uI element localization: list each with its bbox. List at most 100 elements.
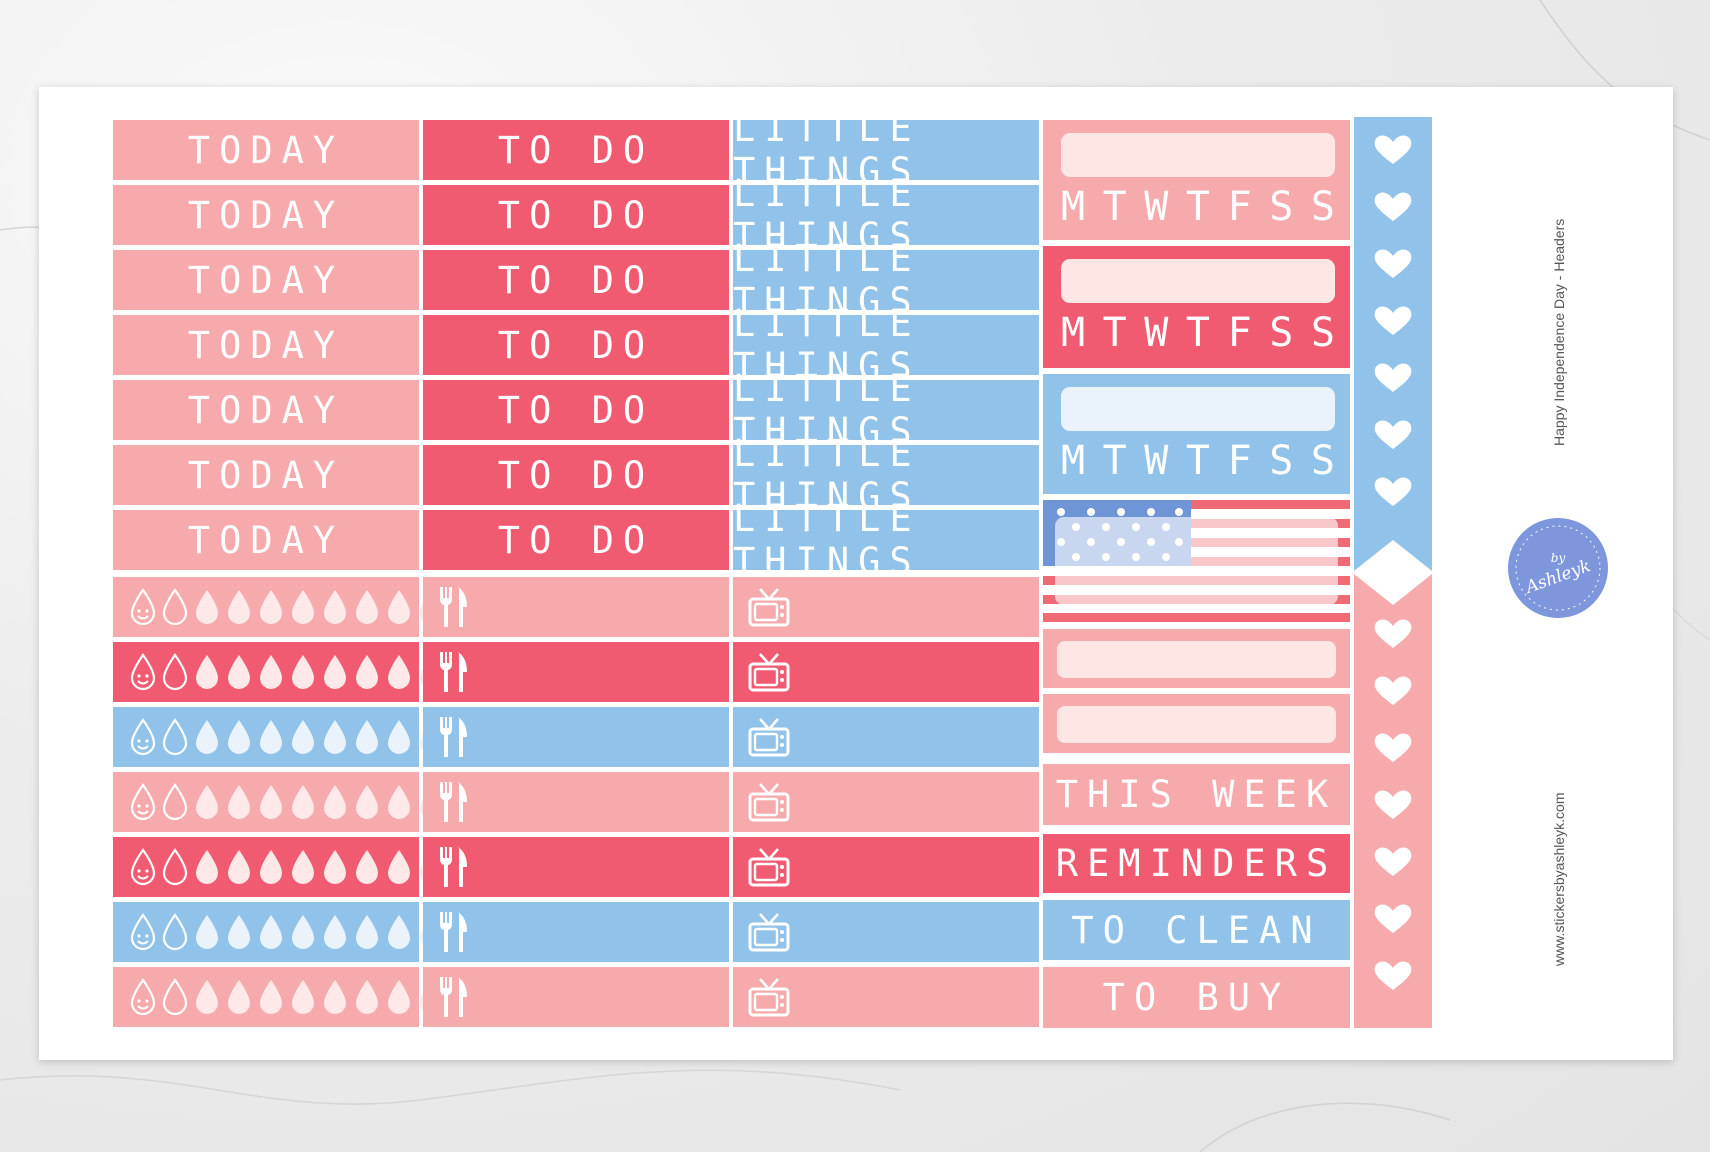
header-to-do[interactable]: TO DO — [423, 250, 729, 310]
header-reminders[interactable]: REMINDERS — [1043, 834, 1350, 893]
water-drop-icon — [388, 720, 410, 754]
tv-icon — [748, 913, 790, 952]
header-to-do-label: TO DO — [497, 128, 655, 172]
header-to-do[interactable]: TO DO — [423, 380, 729, 440]
tv-header[interactable] — [733, 902, 1039, 962]
heart-icon — [1374, 733, 1412, 762]
tv-icon — [748, 848, 790, 887]
water-drops — [127, 782, 447, 822]
tv-header[interactable] — [733, 772, 1039, 832]
water-tracker[interactable] — [113, 902, 442, 962]
header-today[interactable]: TODAY — [113, 185, 419, 245]
header-little-things[interactable]: LITTLE THINGS — [733, 237, 1039, 323]
water-drop-icon — [292, 915, 314, 949]
water-drops — [127, 912, 447, 952]
water-drop-icon — [292, 720, 314, 754]
meal-header[interactable] — [423, 577, 729, 637]
header-today[interactable]: TODAY — [113, 445, 419, 505]
water-drop-icon — [228, 785, 250, 819]
water-drop-icon — [292, 590, 314, 624]
water-drop-icon — [228, 850, 250, 884]
blank-box-1[interactable] — [1043, 629, 1350, 688]
fork-knife-icon — [440, 587, 467, 627]
water-drop-icon — [162, 588, 188, 626]
heart-icon — [1374, 904, 1412, 933]
blank-box-2[interactable] — [1043, 694, 1350, 753]
header-little-things[interactable]: LITTLE THINGS — [733, 432, 1039, 518]
header-today-label: TODAY — [187, 193, 345, 237]
water-drop-icon — [228, 980, 250, 1014]
water-drop-face-icon — [130, 718, 156, 756]
water-tracker[interactable] — [113, 772, 442, 832]
tv-header[interactable] — [733, 837, 1039, 897]
website: www.stickersbyashleyk.com — [1551, 792, 1567, 967]
heart-ribbon-pink[interactable] — [1354, 574, 1432, 1028]
fork-knife-icon — [440, 652, 467, 692]
header-to-do[interactable]: TO DO — [423, 510, 729, 570]
flag-sticker[interactable] — [1043, 500, 1350, 622]
heart-ribbon-blue[interactable] — [1354, 117, 1432, 571]
header-today[interactable]: TODAY — [113, 315, 419, 375]
water-drop-face-icon — [130, 653, 156, 691]
heart-icon — [1374, 249, 1412, 278]
header-little-things[interactable]: LITTLE THINGS — [733, 302, 1039, 388]
water-drop-icon — [162, 718, 188, 756]
water-drop-icon — [324, 915, 346, 949]
water-drops — [127, 977, 447, 1017]
meal-header[interactable] — [423, 642, 729, 702]
water-drop-icon — [260, 915, 282, 949]
tv-icon — [748, 588, 790, 627]
water-drops — [127, 587, 447, 627]
fork-knife-icon — [440, 847, 467, 887]
tv-header[interactable] — [733, 707, 1039, 767]
water-tracker[interactable] — [113, 577, 442, 637]
header-to-do-label: TO DO — [497, 453, 655, 497]
header-little-things[interactable]: LITTLE THINGS — [733, 107, 1039, 193]
heart-icon — [1374, 961, 1412, 990]
header-to-do[interactable]: TO DO — [423, 315, 729, 375]
week-box-blank — [1061, 387, 1335, 431]
meal-header[interactable] — [423, 837, 729, 897]
header-today[interactable]: TODAY — [113, 120, 419, 180]
water-drop-icon — [162, 783, 188, 821]
water-tracker[interactable] — [113, 707, 442, 767]
meal-header[interactable] — [423, 967, 729, 1027]
tv-header[interactable] — [733, 967, 1039, 1027]
header-today-label: TODAY — [187, 518, 345, 562]
water-tracker[interactable] — [113, 642, 442, 702]
water-drop-icon — [196, 720, 218, 754]
header-little-things[interactable]: LITTLE THINGS — [733, 497, 1039, 583]
header-to-do[interactable]: TO DO — [423, 120, 729, 180]
tv-icon — [748, 718, 790, 757]
header-today-label: TODAY — [187, 128, 345, 172]
tv-header[interactable] — [733, 642, 1039, 702]
header-today[interactable]: TODAY — [113, 510, 419, 570]
fork-knife-icon — [440, 977, 467, 1017]
header-little-things[interactable]: LITTLE THINGS — [733, 367, 1039, 453]
water-drop-icon — [260, 655, 282, 689]
water-drop-icon — [162, 848, 188, 886]
header-this-week[interactable]: THIS WEEK — [1043, 764, 1350, 825]
us-flag-icon — [1043, 500, 1350, 622]
water-tracker[interactable] — [113, 837, 442, 897]
header-little-things[interactable]: LITTLE THINGS — [733, 172, 1039, 258]
header-to-buy[interactable]: TO BUY — [1043, 967, 1350, 1028]
header-to-clean[interactable]: TO CLEAN — [1043, 900, 1350, 960]
water-drop-icon — [196, 590, 218, 624]
meal-header[interactable] — [423, 772, 729, 832]
meal-header[interactable] — [423, 707, 729, 767]
header-today[interactable]: TODAY — [113, 380, 419, 440]
water-drop-icon — [324, 850, 346, 884]
header-to-do[interactable]: TO DO — [423, 445, 729, 505]
heart-icon — [1374, 192, 1412, 221]
water-tracker[interactable] — [113, 967, 442, 1027]
header-to-do[interactable]: TO DO — [423, 185, 729, 245]
ashleyk-logo: by Ashleyk — [1508, 518, 1608, 618]
header-today[interactable]: TODAY — [113, 250, 419, 310]
tv-header[interactable] — [733, 577, 1039, 637]
meal-header[interactable] — [423, 902, 729, 962]
